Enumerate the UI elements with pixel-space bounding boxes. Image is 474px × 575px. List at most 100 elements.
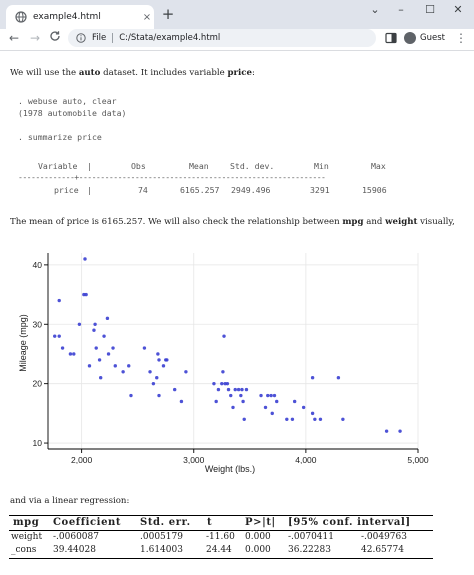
data-point (60, 346, 65, 350)
table-bottom-rule (9, 558, 433, 559)
data-point (93, 322, 97, 326)
summary-cell: 15906 (362, 185, 387, 195)
minimize-button[interactable]: – (398, 3, 404, 16)
y-tick-label: 30 (33, 319, 43, 329)
regression-cell: -.0070411 (288, 532, 334, 542)
menu-icon[interactable]: ⋮ (455, 31, 467, 45)
address-bar[interactable]: File C:/Stata/example4.html (68, 29, 376, 47)
data-point (83, 257, 87, 261)
new-tab-button[interactable]: + (161, 5, 175, 23)
regression-cell: _cons (11, 545, 37, 555)
data-point (172, 387, 177, 392)
regression-cell: weight (11, 532, 43, 542)
data-point (102, 334, 106, 338)
regression-header: P>|t| (245, 517, 276, 528)
url-text[interactable]: C:/Stata/example4.html (119, 33, 221, 43)
data-point (341, 417, 345, 422)
stata-code-block: . webuse auto, clear (1978 automobile da… (18, 96, 127, 142)
forward-button[interactable]: → (29, 31, 41, 45)
data-point (244, 387, 249, 392)
summary-header: Max (371, 161, 386, 171)
toolbar-divider (0, 50, 474, 51)
y-tick-label: 10 (33, 438, 43, 448)
data-point (98, 376, 103, 380)
data-point (92, 328, 96, 332)
regression-header: Coefficient (53, 517, 122, 528)
data-point (242, 417, 246, 422)
data-point (241, 399, 245, 404)
data-point (127, 364, 131, 368)
data-point (212, 381, 216, 386)
maximize-button[interactable]: ☐ (425, 3, 435, 16)
data-point (84, 292, 88, 297)
avatar-icon (404, 32, 416, 44)
profile-button[interactable]: Guest (404, 30, 445, 46)
data-point (285, 417, 289, 422)
regression-cell: 0.000 (245, 545, 271, 555)
summary-rule: -------------+--------------------------… (18, 172, 326, 182)
data-point (239, 393, 243, 398)
data-point (57, 334, 61, 338)
tab-strip: example4.html × + ⌄ – ☐ ✕ (0, 0, 474, 29)
variable-name: mpg (342, 217, 364, 227)
intro-text: We will use the (10, 68, 79, 78)
regression-cell: -.0049763 (361, 532, 407, 542)
summary-header: Obs (131, 161, 146, 171)
data-point (151, 381, 156, 386)
regression-cell: .0005179 (140, 532, 183, 542)
data-point (313, 417, 317, 422)
table-top-rule (9, 515, 433, 516)
reload-button[interactable] (48, 30, 62, 46)
browser-tab[interactable]: example4.html × (6, 5, 154, 29)
data-point (290, 417, 295, 422)
data-point (310, 411, 315, 416)
chart-axes: 2,000 3,000 4,000 5,000 10 20 30 40 (33, 253, 429, 465)
data-point (94, 346, 98, 350)
tab-close-icon[interactable]: × (142, 11, 152, 23)
plot-background (0, 245, 430, 477)
data-point (184, 370, 188, 374)
regression-cell: -11.60 (206, 532, 235, 542)
regression-header: Std. err. (140, 517, 191, 528)
regression-cell: -.0060087 (53, 532, 99, 542)
close-window-button[interactable]: ✕ (453, 3, 463, 16)
data-point (68, 352, 73, 356)
intro-text-mid: dataset. It includes variable (100, 68, 228, 78)
tab-search-icon[interactable]: ⌄ (370, 3, 380, 16)
summary-header: Min (314, 161, 329, 171)
file-info-icon[interactable] (76, 33, 86, 43)
data-point (142, 346, 147, 350)
data-point (233, 387, 237, 392)
data-point (269, 393, 273, 398)
x-axis-label: Weight (lbs.) (205, 464, 255, 474)
back-button[interactable]: ← (8, 31, 20, 45)
data-point (222, 334, 226, 338)
data-point (111, 346, 115, 350)
data-point (53, 334, 57, 338)
summary-header: Mean (189, 161, 209, 171)
data-point (231, 405, 235, 410)
data-point (113, 364, 117, 368)
data-point (214, 399, 218, 404)
data-point (157, 393, 161, 398)
summary-cell: 3291 (310, 185, 330, 195)
summary-header: Variable (38, 161, 78, 171)
data-point (310, 376, 315, 380)
browser-toolbar: ← → File C:/Stata/example4.html Guest ⋮ (0, 29, 474, 48)
data-point (129, 393, 133, 398)
data-point (97, 358, 102, 362)
table-header-rule (9, 530, 433, 531)
data-point (398, 429, 402, 433)
y-tick-label: 40 (33, 260, 43, 270)
intro-paragraph: We will use the auto dataset. It include… (10, 68, 255, 78)
data-point (229, 393, 233, 398)
data-point (156, 352, 160, 356)
variable-name: weight (385, 217, 418, 227)
summary-cell: price (54, 185, 79, 195)
x-tick-label: 3,000 (183, 455, 205, 465)
scatter-points (53, 257, 402, 433)
side-panel-icon[interactable] (385, 32, 397, 44)
data-point (77, 322, 82, 326)
summary-header: | (87, 161, 92, 171)
mean-paragraph: The mean of price is 6165.257. We will a… (10, 217, 455, 227)
